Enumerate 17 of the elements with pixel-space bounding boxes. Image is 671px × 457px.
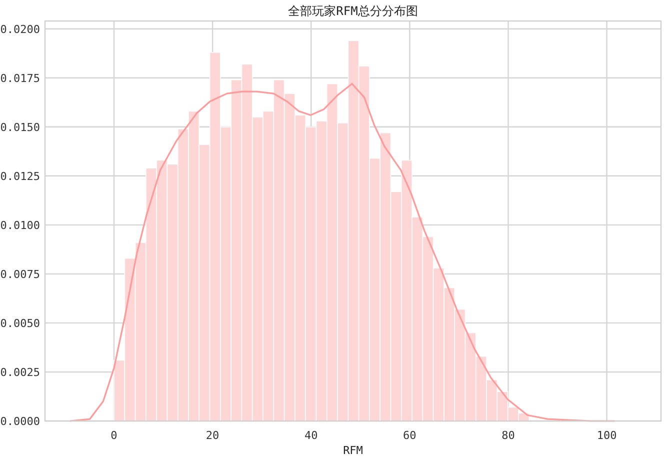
- ytick: 0.0175: [0, 72, 40, 85]
- xtick: 20: [206, 429, 220, 442]
- xtick: 60: [403, 429, 416, 442]
- xtick: 80: [502, 429, 515, 442]
- xtick: 0: [110, 429, 118, 442]
- ytick: 0.0000: [0, 415, 40, 428]
- xtick: 100: [596, 429, 617, 442]
- ytick: 0.0100: [0, 218, 40, 232]
- ytick: 0.0125: [0, 170, 40, 183]
- ytick: 0.0025: [0, 366, 40, 379]
- ytick: 0.0075: [0, 268, 40, 281]
- ytick: 0.0150: [0, 120, 40, 134]
- ytick: 0.0200: [0, 22, 40, 36]
- xtick: 40: [304, 429, 318, 442]
- title: 全部玩家RFM总分分布图: [288, 4, 418, 18]
- xlabel: RFM: [343, 444, 363, 457]
- ytick: 0.0050: [0, 316, 40, 330]
